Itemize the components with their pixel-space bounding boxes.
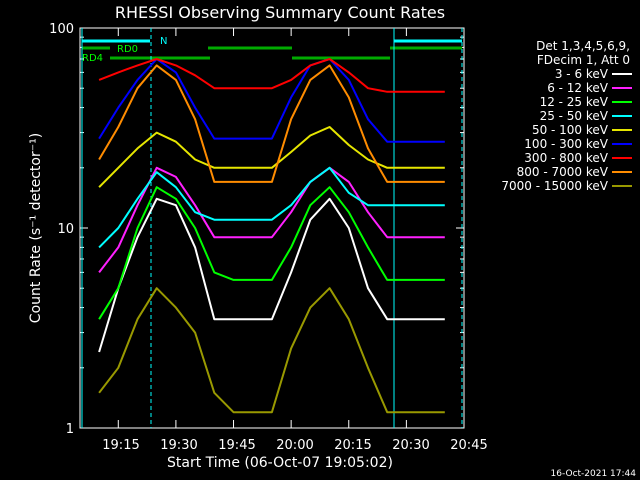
x-tick-label-2045: 20:45 <box>450 438 487 453</box>
x-tick-label-2000: 20:00 <box>276 438 313 453</box>
series-line-7 <box>98 64 445 183</box>
legend-label-7: 800 - 7000 keV <box>517 165 609 179</box>
legend-header-line-2: FDecim 1, Att 0 <box>537 53 630 67</box>
x-tick-label-2015: 20:15 <box>334 438 371 453</box>
series-line-1 <box>98 166 445 274</box>
series-line-2 <box>98 186 445 320</box>
legend-label-5: 100 - 300 keV <box>524 137 608 151</box>
series-line-3 <box>98 166 445 249</box>
series-line-8 <box>98 287 445 414</box>
series-line-6 <box>98 58 445 93</box>
legend-label-2: 12 - 25 keV <box>540 95 609 109</box>
series-line-4 <box>98 126 445 188</box>
legend-label-3: 25 - 50 keV <box>540 109 609 123</box>
legend-label-6: 300 - 800 keV <box>524 151 608 165</box>
x-tick-label-1945: 19:45 <box>218 438 255 453</box>
legend-label-0: 3 - 6 keV <box>555 67 609 81</box>
series-lines <box>98 58 445 414</box>
legend-label-1: 6 - 12 keV <box>547 81 609 95</box>
x-tick-label-1915: 19:15 <box>102 438 139 453</box>
annotation-RD4: RD4 <box>82 53 103 64</box>
legend-label-8: 7000 - 15000 keV <box>501 179 608 193</box>
series-line-0 <box>98 197 445 353</box>
y-tick-label-100: 100 <box>49 22 74 37</box>
x-tick-label-1930: 19:30 <box>160 438 197 453</box>
attenuator-overlay <box>81 28 463 428</box>
chart-title: RHESSI Observing Summary Count Rates <box>115 3 445 22</box>
x-axis-label: Start Time (06-Oct-07 19:05:02) <box>167 455 393 471</box>
y-tick-label-1: 1 <box>66 422 74 437</box>
legend-label-4: 50 - 100 keV <box>532 123 609 137</box>
y-tick-label-10: 10 <box>57 222 74 237</box>
annotation-N: N <box>160 36 167 47</box>
legend-header-line-1: Det 1,3,4,5,6,9, <box>536 39 630 53</box>
timestamp: 16-Oct-2021 17:44 <box>551 469 637 479</box>
x-tick-label-2030: 20:30 <box>392 438 429 453</box>
y-axis-label: Count Rate (s⁻¹ detector⁻¹) <box>28 133 44 323</box>
annotation-RD0: RD0 <box>117 44 138 55</box>
